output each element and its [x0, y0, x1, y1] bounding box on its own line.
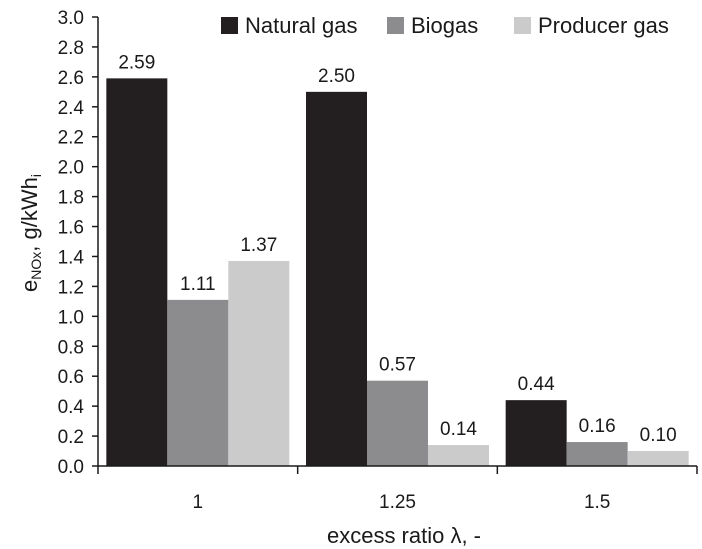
- bar-producer-gas-1.25: [428, 445, 489, 466]
- y-tick-label: 1.0: [58, 307, 84, 328]
- data-label: 1.11: [180, 274, 216, 295]
- bar-biogas-1.5: [566, 442, 628, 466]
- x-tick-label: 1.25: [379, 492, 416, 513]
- x-tick-label: 1.5: [584, 492, 610, 513]
- y-tick-label: 2.4: [58, 98, 85, 119]
- data-label: 0.16: [579, 416, 616, 437]
- y-tick-label: 1.6: [58, 218, 84, 239]
- y-tick-label: 0.0: [58, 457, 84, 478]
- bar-biogas-1.25: [367, 380, 428, 466]
- y-tick-label: 2.0: [58, 158, 84, 179]
- bar-producer-gas-1.5: [627, 451, 689, 466]
- bar-natural-gas-1.5: [505, 400, 567, 466]
- bar-natural-gas-1: [106, 78, 168, 466]
- legend-swatch: [514, 17, 531, 34]
- x-tick-labels: 1 1.25 1.5: [193, 492, 611, 513]
- y-tick-label: 2.6: [58, 68, 84, 89]
- y-tick-label: 3.0: [58, 8, 84, 29]
- y-tick-label: 2.8: [58, 38, 84, 59]
- data-labels: 2.59 1.11 1.37 2.50 0.57 0.14 0.44 0.16 0.10: [118, 52, 676, 446]
- legend-label: Biogas: [411, 13, 478, 38]
- y-tick-label: 0.4: [58, 397, 85, 418]
- y-tick-label: 0.6: [58, 367, 84, 388]
- y-axis-title: eNOx, g/kWhi: [17, 174, 44, 292]
- y-tick-label: 0.8: [58, 337, 84, 358]
- legend-swatch: [221, 17, 238, 34]
- data-label: 0.14: [440, 419, 477, 440]
- bars: [106, 78, 689, 466]
- legend-swatch: [387, 17, 404, 34]
- data-label: 0.44: [518, 374, 555, 395]
- axes: [92, 16, 698, 474]
- bar-biogas-1: [167, 299, 229, 466]
- legend-label: Producer gas: [538, 13, 669, 38]
- y-tick-label: 0.2: [58, 427, 84, 448]
- legend-label: Natural gas: [245, 13, 358, 38]
- data-label: 2.50: [318, 66, 355, 87]
- data-label: 0.57: [379, 355, 416, 376]
- data-label: 1.37: [240, 235, 277, 256]
- y-tick-label: 1.2: [58, 277, 84, 298]
- data-label: 2.59: [118, 52, 155, 73]
- y-tick-label: 1.4: [58, 247, 85, 268]
- x-tick-label: 1: [193, 492, 204, 513]
- y-tick-labels: 0.0 0.2 0.4 0.6 0.8 1.0 1.2 1.4 1.6 1.8 2.0 2.2 2.4 2…: [58, 8, 85, 478]
- data-label: 0.10: [640, 425, 677, 446]
- bar-natural-gas-1.25: [306, 91, 367, 466]
- x-axis-title: excess ratio λ, -: [327, 523, 481, 548]
- legend: Natural gas Biogas Producer gas: [221, 13, 669, 38]
- bar-producer-gas-1: [228, 260, 290, 466]
- y-tick-label: 1.8: [58, 188, 84, 209]
- y-tick-label: 2.2: [58, 128, 84, 149]
